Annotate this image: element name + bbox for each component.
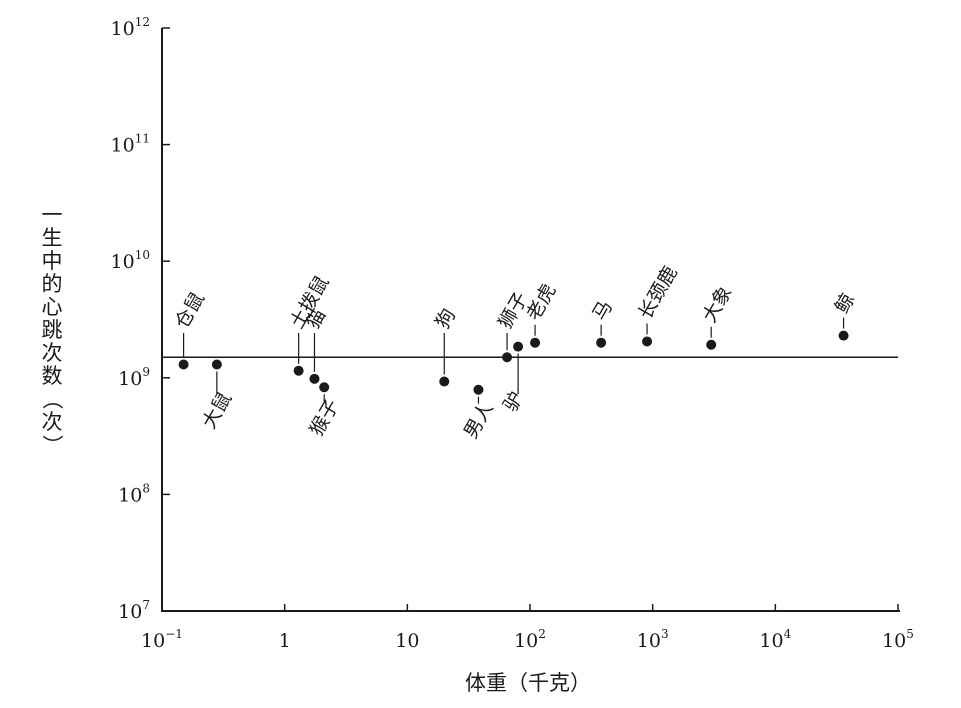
- x-tick-base: 10: [759, 630, 783, 652]
- x-tick-base: 10: [141, 630, 165, 652]
- y-axis-title-char: 跳: [42, 318, 63, 342]
- data-point-group: 鲸: [831, 290, 860, 341]
- x-axis-title: 体重（千克）: [465, 671, 591, 695]
- y-tick-label: 107: [118, 598, 150, 623]
- y-axis-title-char: 次: [42, 341, 63, 365]
- y-tick-base: 10: [111, 251, 135, 273]
- x-tick-exponent: 2: [538, 627, 546, 641]
- x-tick-base: 10: [514, 630, 538, 652]
- y-axis-title-char: 的: [42, 272, 63, 296]
- y-axis-title-char: 次: [42, 410, 63, 434]
- data-points: 仓鼠大鼠土拨鼠猫猴子狗男人狮子驴老虎马长颈鹿 大象鲸: [171, 263, 860, 443]
- data-point: [309, 373, 320, 384]
- x-tick-label: 10: [395, 630, 419, 652]
- x-tick-label: 104: [759, 627, 791, 652]
- y-tick-exponent: 11: [135, 132, 150, 146]
- y-tick-label: 108: [118, 481, 150, 506]
- point-label: 鲸: [831, 290, 860, 317]
- data-point-group: 马: [588, 297, 617, 348]
- x-tick-label: 102: [514, 627, 546, 652]
- data-point: [319, 382, 330, 393]
- data-point: [596, 337, 607, 348]
- data-point-group: 大鼠: [198, 359, 236, 433]
- y-tick-label: 109: [118, 365, 150, 390]
- data-point: [502, 352, 513, 363]
- data-point: [439, 376, 450, 387]
- point-label: 长颈鹿: [634, 263, 682, 323]
- x-tick-base: 10: [882, 630, 906, 652]
- x-tick-label: 1: [279, 630, 291, 652]
- point-label: 老虎: [522, 280, 560, 324]
- data-point-group: 男人: [460, 384, 498, 442]
- data-point: [211, 359, 222, 370]
- y-axis-title-char: ）: [40, 435, 64, 456]
- y-tick-base: 10: [118, 484, 142, 506]
- data-point-group: 猫: [302, 305, 330, 384]
- data-point-group: 长颈鹿: [634, 263, 682, 347]
- point-label: 狗: [432, 305, 461, 332]
- data-point-group: 驴: [499, 341, 528, 416]
- x-tick-exponent: −1: [165, 627, 183, 641]
- data-point-group: 狮子: [494, 289, 532, 363]
- data-point: [838, 330, 849, 341]
- point-label: 驴: [499, 388, 528, 415]
- point-label: 男人: [460, 398, 498, 442]
- x-tick-base: 10: [637, 630, 661, 652]
- data-point: [178, 359, 189, 370]
- y-axis-title-char: 生: [42, 226, 63, 250]
- point-label: 猴子: [305, 396, 343, 440]
- data-point: [513, 341, 524, 352]
- y-tick-exponent: 10: [135, 248, 150, 262]
- data-point-group: 老虎: [522, 280, 560, 348]
- y-tick-label: 1010: [111, 248, 150, 273]
- y-axis-title-char: 一: [42, 203, 63, 227]
- x-tick-base: 10: [395, 630, 419, 652]
- y-tick-base: 10: [118, 368, 142, 390]
- x-axis-ticks: 10−1 1 10 102 103 104 105: [141, 604, 914, 652]
- point-label: 仓鼠: [171, 289, 209, 333]
- y-tick-base: 10: [111, 135, 135, 157]
- point-label: 马: [588, 297, 617, 324]
- point-label: 大象: [698, 282, 736, 326]
- y-tick-base: 10: [118, 601, 142, 623]
- x-tick-label: 103: [637, 627, 669, 652]
- y-axis-title-char: 数: [42, 364, 63, 388]
- data-point: [530, 337, 541, 348]
- data-point: [642, 336, 653, 347]
- data-point: [473, 384, 484, 395]
- y-tick-exponent: 12: [135, 15, 150, 29]
- y-tick-base: 10: [111, 18, 135, 40]
- y-tick-exponent: 9: [142, 365, 150, 379]
- x-tick-label: 10−1: [141, 627, 183, 652]
- data-point: [706, 339, 717, 350]
- y-tick-exponent: 7: [142, 598, 150, 612]
- point-label: 大鼠: [198, 389, 236, 433]
- x-tick-exponent: 3: [661, 627, 669, 641]
- data-point-group: 大象: [698, 282, 737, 350]
- y-axis-title-char: 中: [42, 249, 63, 273]
- x-tick-label: 105: [882, 627, 914, 652]
- y-tick-label: 1011: [111, 132, 150, 157]
- data-point: [293, 365, 304, 376]
- x-tick-base: 1: [279, 630, 291, 652]
- y-axis-title-char: 心: [42, 295, 63, 319]
- x-tick-exponent: 4: [784, 627, 792, 641]
- y-tick-exponent: 8: [142, 481, 150, 495]
- x-tick-exponent: 5: [906, 627, 914, 641]
- data-point-group: 狗: [432, 305, 461, 387]
- y-tick-label: 1012: [111, 15, 150, 40]
- data-point-group: 猴子: [305, 382, 344, 440]
- y-axis-title-char: （: [40, 389, 64, 410]
